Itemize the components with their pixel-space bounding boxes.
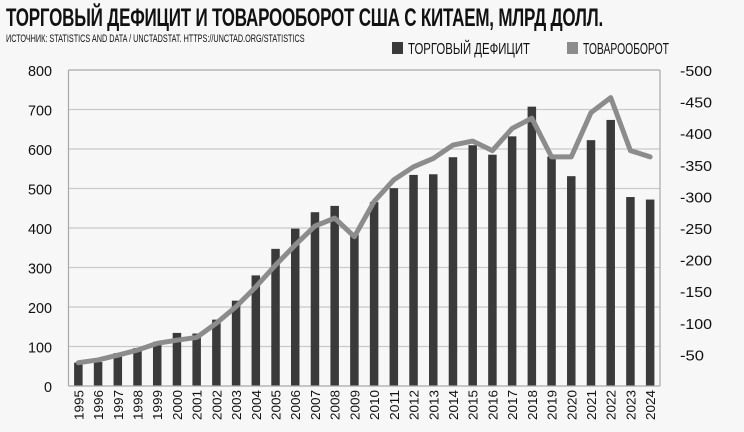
x-axis-tick-label: 2011 bbox=[387, 390, 402, 420]
right-axis-tick-label: -150 bbox=[680, 284, 712, 301]
right-axis-tick-label: -300 bbox=[680, 189, 712, 206]
bar-deficit-2018 bbox=[527, 106, 537, 386]
x-axis-tick-label: 1998 bbox=[131, 390, 146, 420]
x-axis-tick-label: 1995 bbox=[71, 390, 86, 420]
bar-deficit-2014 bbox=[448, 157, 458, 386]
bar-deficit-2020 bbox=[567, 176, 576, 386]
x-axis-tick-label: 2001 bbox=[190, 390, 205, 420]
chart-title: ТОРГОВЫЙ ДЕФИЦИТ И ТОВАРООБОРОТ США С КИ… bbox=[6, 4, 603, 32]
x-axis-tick-label: 2015 bbox=[466, 390, 481, 420]
x-axis-tick-label: 2022 bbox=[604, 390, 619, 420]
bar-deficit-2015 bbox=[468, 145, 477, 386]
bar-deficit-2004 bbox=[251, 275, 261, 386]
x-axis-tick-label: 2013 bbox=[426, 390, 441, 420]
x-axis-tick-label: 1996 bbox=[91, 390, 106, 420]
left-axis-tick-label: 800 bbox=[28, 63, 52, 80]
x-axis-tick-label: 2020 bbox=[564, 390, 579, 420]
right-axis-tick-label: -500 bbox=[680, 63, 712, 80]
bar-deficit-2021 bbox=[586, 140, 596, 386]
x-axis-tick-label: 2007 bbox=[308, 390, 323, 420]
x-axis-tick-label: 2006 bbox=[288, 390, 303, 420]
x-axis-tick-label: 2005 bbox=[269, 390, 284, 420]
bar-deficit-2006 bbox=[290, 228, 300, 386]
x-axis-tick-label: 2003 bbox=[229, 390, 244, 420]
right-axis-tick-label: -400 bbox=[680, 126, 712, 143]
bar-deficit-2012 bbox=[409, 174, 418, 386]
bar-deficit-2024 bbox=[645, 199, 655, 386]
x-axis-tick-label: 2009 bbox=[347, 390, 362, 420]
left-axis-tick-label: 500 bbox=[28, 182, 52, 199]
bar-deficit-2011 bbox=[389, 188, 399, 386]
legend-swatch-deficit bbox=[392, 42, 403, 54]
x-axis-tick-label: 2012 bbox=[407, 390, 422, 420]
left-axis-tick-label: 300 bbox=[28, 261, 52, 278]
x-axis-tick-label: 2017 bbox=[505, 390, 520, 420]
x-axis-tick-label: 2010 bbox=[367, 390, 382, 420]
bar-deficit-1997 bbox=[113, 353, 123, 386]
x-axis-tick-label: 2023 bbox=[623, 390, 638, 420]
bar-deficit-2009 bbox=[350, 234, 359, 386]
bar-deficit-2008 bbox=[330, 205, 339, 386]
x-axis-tick-label: 2021 bbox=[584, 390, 599, 420]
legend-label-turnover: ТОВАРООБОРОТ bbox=[583, 41, 669, 58]
x-axis-tick-label: 2004 bbox=[249, 390, 264, 420]
x-axis-tick-label: 2018 bbox=[525, 390, 540, 420]
bar-deficit-2022 bbox=[606, 119, 615, 386]
left-axis-tick-label: 700 bbox=[28, 103, 52, 120]
x-axis-tick-label: 2002 bbox=[209, 390, 224, 420]
bar-deficit-2013 bbox=[429, 174, 438, 386]
chart-source: ИСТОЧНИК: STATISTICS AND DATA / UNCTADST… bbox=[6, 33, 305, 45]
left-axis-tick-label: 100 bbox=[28, 340, 52, 357]
right-axis-tick-label: -200 bbox=[680, 253, 712, 270]
bar-deficit-1999 bbox=[152, 341, 162, 386]
bar-deficit-2003 bbox=[231, 300, 241, 386]
bar-deficit-2010 bbox=[369, 202, 379, 386]
x-axis-tick-label: 1999 bbox=[150, 390, 165, 420]
right-axis-tick-label: -100 bbox=[680, 316, 712, 333]
bar-deficit-1995 bbox=[74, 362, 83, 386]
x-axis-tick-label: 2016 bbox=[485, 390, 500, 420]
right-axis-tick-label: -250 bbox=[680, 221, 712, 238]
line-turnover bbox=[75, 95, 653, 366]
x-axis-tick-label: 2024 bbox=[643, 390, 658, 420]
bar-deficit-1998 bbox=[133, 348, 142, 386]
bar-deficit-2007 bbox=[310, 212, 320, 386]
bar-deficit-2002 bbox=[212, 319, 221, 386]
right-axis-tick-label: -50 bbox=[680, 347, 704, 364]
x-axis-tick-label: 2000 bbox=[170, 390, 185, 420]
left-axis-tick-label: 0 bbox=[44, 379, 52, 396]
right-axis-tick-label: -350 bbox=[680, 158, 712, 175]
x-axis-tick-label: 1997 bbox=[111, 390, 126, 420]
bar-deficit-2005 bbox=[271, 248, 280, 386]
left-axis-tick-label: 600 bbox=[28, 142, 52, 159]
bar-deficit-1996 bbox=[93, 361, 103, 386]
x-axis-tick-label: 2008 bbox=[328, 390, 343, 420]
left-axis-tick-label: 400 bbox=[28, 221, 52, 238]
left-axis-tick-label: 200 bbox=[28, 300, 52, 317]
x-axis-tick-label: 2014 bbox=[446, 390, 461, 420]
right-axis-tick-label: -450 bbox=[680, 95, 712, 112]
bar-deficit-2023 bbox=[626, 197, 635, 386]
legend: ТОРГОВЫЙ ДЕФИЦИТ ТОВАРООБОРОТ bbox=[392, 39, 669, 58]
bar-deficit-2017 bbox=[507, 136, 517, 386]
legend-label-deficit: ТОРГОВЫЙ ДЕФИЦИТ bbox=[408, 39, 530, 58]
bar-deficit-2016 bbox=[488, 154, 497, 386]
bar-deficit-2019 bbox=[547, 156, 556, 386]
bar-deficit-2000 bbox=[172, 332, 182, 386]
bar-deficit-2001 bbox=[192, 333, 201, 386]
legend-swatch-turnover bbox=[567, 42, 578, 54]
x-axis-tick-label: 2019 bbox=[545, 390, 560, 420]
